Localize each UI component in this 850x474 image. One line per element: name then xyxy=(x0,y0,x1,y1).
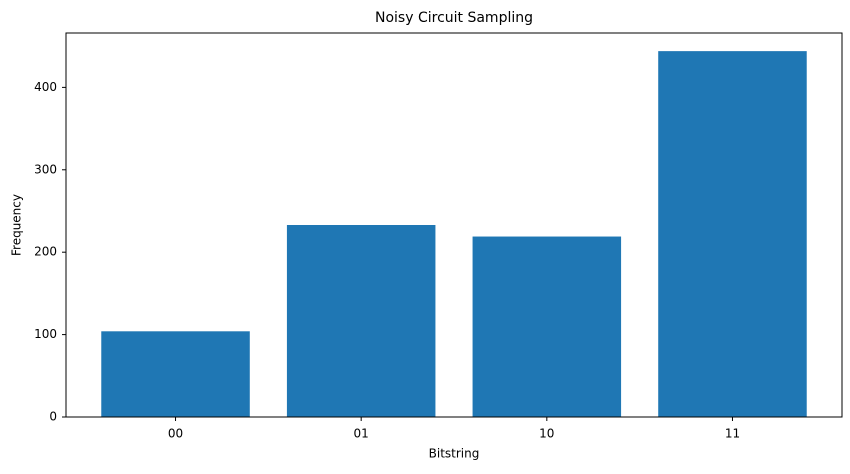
y-tick-label: 100 xyxy=(34,327,57,341)
x-tick-label: 01 xyxy=(354,427,369,441)
chart-title: Noisy Circuit Sampling xyxy=(375,10,533,26)
y-tick-label: 200 xyxy=(34,245,57,259)
bar xyxy=(286,225,436,417)
y-axis-label: Frequency xyxy=(10,194,24,256)
bar xyxy=(101,331,250,417)
x-axis-label: Bitstring xyxy=(429,447,480,461)
x-tick-label: 00 xyxy=(168,427,183,441)
x-tick-label: 10 xyxy=(539,427,554,441)
y-tick-label: 0 xyxy=(49,410,57,424)
plot-frame xyxy=(65,32,843,418)
y-tick-label: 300 xyxy=(34,162,57,176)
bar xyxy=(472,236,622,417)
bar xyxy=(658,51,807,417)
y-tick-label: 400 xyxy=(34,80,57,94)
x-tick-label: 11 xyxy=(725,427,740,441)
